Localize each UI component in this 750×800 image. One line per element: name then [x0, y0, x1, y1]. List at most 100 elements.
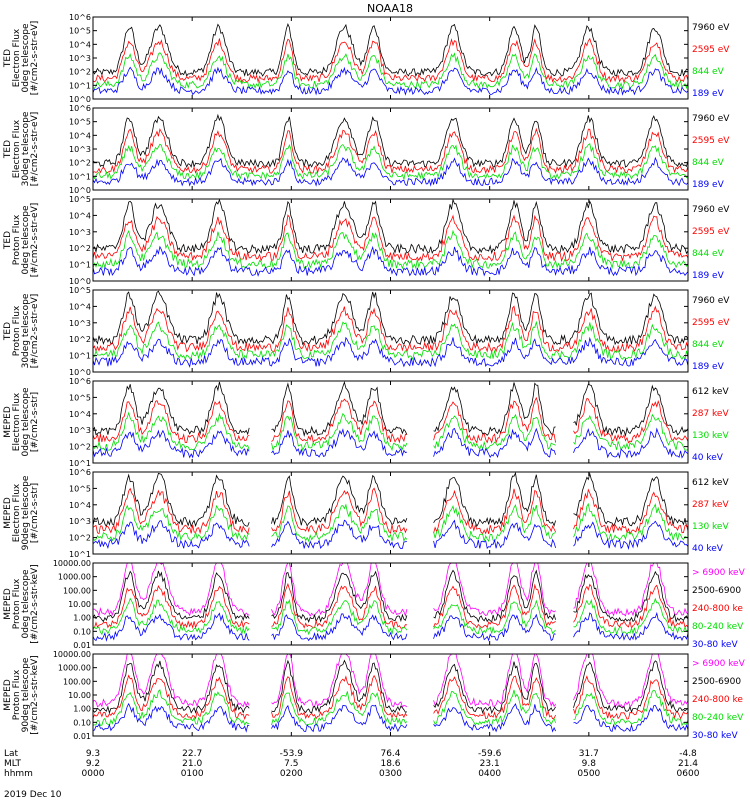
trace-p5-1 [92, 380, 689, 438]
legend-entry: 40 keV [692, 544, 724, 554]
legend-entry: 30-80 keV [692, 731, 738, 741]
trace-p4-1 [92, 290, 689, 346]
ytick-label: 10^1 [69, 550, 91, 559]
panel-p5: 10^1 10^2 10^3 10^4 10^5 10^6 MEPEDElectron Fl… [3, 377, 729, 468]
panel-frame [92, 471, 689, 555]
ytick-label: 10^5 [69, 27, 91, 36]
legend-entry: 189 eV [692, 362, 725, 372]
legend-entry: 2500-6900 [692, 586, 741, 596]
ytick-label: 10^5 [69, 118, 91, 127]
trace-p4-2 [92, 305, 689, 353]
axis-lat-value: 76.4 [380, 749, 400, 759]
legend-entry: 30-80 keV [692, 640, 738, 650]
y-axis-label: MEPEDElectron Flux0deg telescope[#/cm2-s… [3, 387, 40, 457]
legend-entry: 844 eV [692, 249, 725, 259]
ytick-label: 10000.00 [53, 559, 91, 568]
panel-p7: 0.01 0.10 1.00 10.00 100.00 1000.00 10000.00 ME… [3, 559, 746, 650]
y-axis-label-line: Electron Flux [12, 483, 22, 542]
trace-p2-2 [92, 127, 689, 175]
y-axis-label-line: [#/cm2-s-str-eV] [30, 21, 40, 96]
trace-p6-4 [92, 519, 689, 550]
ytick-label: 10^4 [69, 501, 91, 510]
ytick-label: 10000.00 [53, 650, 91, 659]
ytick-label: 10^1 [69, 352, 91, 361]
y-axis-label: MEPEDElectron Flux90deg telescope[#/cm2-… [3, 475, 40, 550]
trace-p8-4 [92, 689, 689, 727]
axis-row-label: Lat [4, 749, 19, 759]
panel-p2: 10^0 10^1 10^2 10^3 10^4 10^5 10^6 TEDElectron … [3, 104, 730, 195]
y-axis-label-line: Electron Flux [12, 392, 22, 451]
figure-title: NOAA18 [367, 2, 413, 15]
y-axis-label-line: 30deg telescope [21, 111, 31, 186]
y-axis-label-line: [#/cm2-s-str-keV] [30, 564, 40, 643]
ytick-label: 10^1 [69, 459, 91, 468]
y-axis-label-line: 0deg telescope [21, 23, 31, 93]
axis-hhmm-value: 0500 [577, 769, 600, 779]
trace-p2-3 [92, 143, 689, 181]
ytick-label: 10^2 [69, 244, 91, 253]
ytick-label: 10^2 [69, 443, 91, 452]
trace-p6-1 [92, 471, 688, 528]
y-axis-label: TEDProton Flux30deg telescope[#/cm2-s-st… [3, 293, 40, 368]
ytick-label: 10^5 [69, 484, 91, 493]
ytick-label: 1.00 [73, 705, 91, 714]
trace-p3-3 [92, 229, 689, 270]
ytick-label: 10^2 [69, 335, 91, 344]
axis-mlt-value: 18.6 [380, 759, 400, 769]
trace-p7-4 [92, 597, 689, 636]
y-axis-label-line: Proton Flux [12, 669, 22, 720]
panel-p3: 10^0 10^1 10^2 10^3 10^4 10^5 TEDProton Flux0d… [3, 195, 730, 286]
legend-entry: 80-240 keV [692, 713, 744, 723]
ytick-label: 10^4 [69, 410, 91, 419]
trace-p8-5 [92, 702, 689, 733]
y-axis-label-line: [#/cm2-s-str] [30, 483, 40, 543]
y-axis-label-line: Proton Flux [12, 578, 22, 629]
trace-p5-2 [92, 396, 689, 444]
ytick-label: 10^1 [69, 81, 91, 90]
legend-entry: 844 eV [692, 340, 725, 350]
ytick-label: 10^6 [69, 468, 91, 477]
legend-entry: 612 keV [692, 387, 729, 397]
axis-mlt-value: 23.1 [480, 759, 500, 769]
legend-entry: 189 eV [692, 271, 725, 281]
ytick-label: 0.01 [73, 641, 91, 650]
legend-entry: 240-800 ke [692, 604, 743, 614]
y-axis-label-line: 0deg telescope [21, 569, 31, 639]
axis-hhmm-value: 0200 [280, 769, 303, 779]
ytick-label: 10^4 [69, 302, 91, 311]
legend-entry: 287 keV [692, 500, 729, 510]
y-axis-label-line: Electron Flux [12, 119, 22, 178]
legend-entry: 80-240 keV [692, 622, 744, 632]
ytick-label: 10^0 [69, 95, 91, 104]
y-axis-label-line: MEPED [3, 497, 13, 529]
legend-entry: 7960 eV [692, 296, 730, 306]
axis-lat-value: 9.3 [86, 749, 100, 759]
panel-stack: 10^010^110^210^310^410^510^6TEDElectron … [3, 13, 746, 741]
axis-lat-value: 31.7 [579, 749, 599, 759]
axis-lat-value: -59.6 [478, 749, 502, 759]
trace-p1-2 [92, 37, 689, 84]
trace-p4-3 [92, 320, 689, 361]
legend-entry: 7960 eV [692, 205, 730, 215]
trace-p8-2 [92, 659, 689, 715]
ytick-label: 100.00 [63, 677, 91, 686]
legend-entry: 189 eV [692, 180, 725, 190]
y-axis-label: TEDElectron Flux30deg telescope[#/cm2-s-… [3, 111, 40, 186]
trace-p6-3 [92, 502, 689, 543]
axis-lat-value: 22.7 [182, 749, 202, 759]
ytick-label: 10^2 [69, 534, 91, 543]
axis-mlt-value: 21.4 [678, 759, 698, 769]
ytick-label: 1000.00 [58, 664, 91, 673]
ytick-label: 10^3 [69, 145, 91, 154]
y-axis-label: TEDProton Flux0deg telescope[#/cm2-s-str… [3, 203, 40, 278]
y-axis-label-line: Electron Flux [12, 28, 22, 87]
ytick-label: 0.10 [73, 718, 91, 727]
ytick-label: 10^5 [69, 286, 91, 295]
ytick-label: 10^4 [69, 211, 91, 220]
y-axis-label-line: TED [3, 140, 13, 159]
trace-p7-1 [93, 562, 689, 618]
panel-p8: 0.01 0.10 1.00 10.00 100.00 1000.00 10000.00 ME… [3, 650, 746, 741]
trace-p8-3 [92, 674, 689, 721]
axis-hhmm-value: 0400 [478, 769, 501, 779]
ytick-label: 10.00 [68, 600, 91, 609]
